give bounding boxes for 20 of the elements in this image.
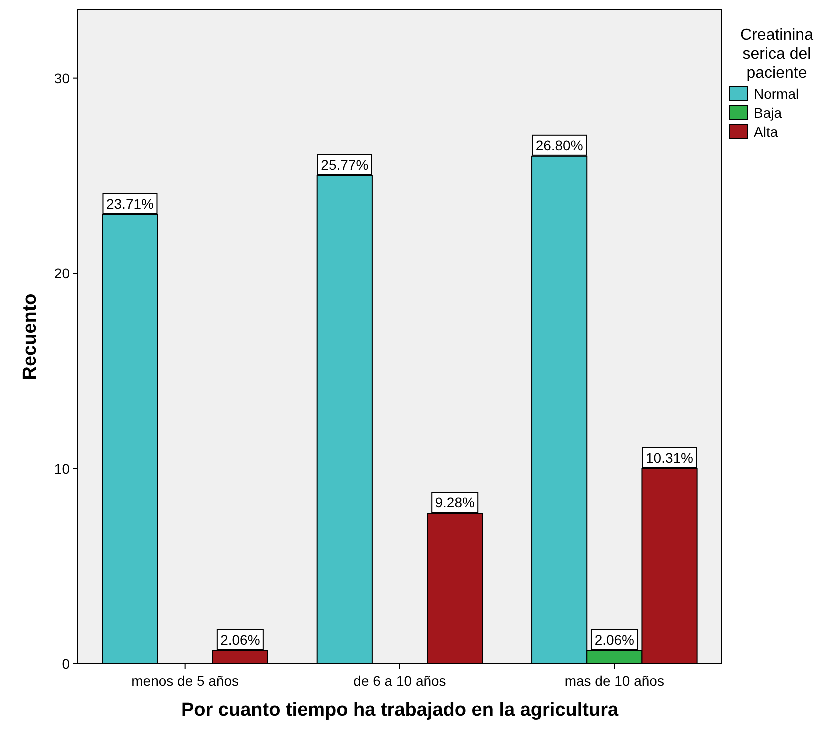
annotation: 9.28% (435, 494, 475, 511)
y-tick-label: 30 (54, 70, 70, 86)
legend-title: Creatinina serica del paciente (740, 27, 814, 82)
annotation: 23.71% (106, 196, 154, 212)
y-tick-label: 20 (54, 266, 70, 282)
annotation: 26.80% (536, 137, 584, 154)
y-axis-title: Recuento (20, 294, 41, 380)
x-tick-label: de 6 a 10 años (354, 673, 446, 689)
x-tick-label: menos de 5 años (132, 673, 240, 689)
x-axis-title: Por cuanto tiempo ha trabajado en la agricultura (181, 700, 619, 721)
y-tick-label: 10 (54, 460, 70, 477)
annotation: 2.06% (220, 632, 260, 648)
annotation: 10.31% (646, 450, 694, 466)
annotation: 25.77% (321, 156, 369, 173)
legend-label: Alta (754, 124, 778, 140)
x-tick-label: mas de 10 años (564, 673, 664, 689)
legend-label: Normal (754, 86, 800, 102)
legend-label: Baja (754, 105, 782, 121)
y-tick-label: 0 (62, 656, 70, 672)
annotation: 2.06% (594, 632, 635, 648)
